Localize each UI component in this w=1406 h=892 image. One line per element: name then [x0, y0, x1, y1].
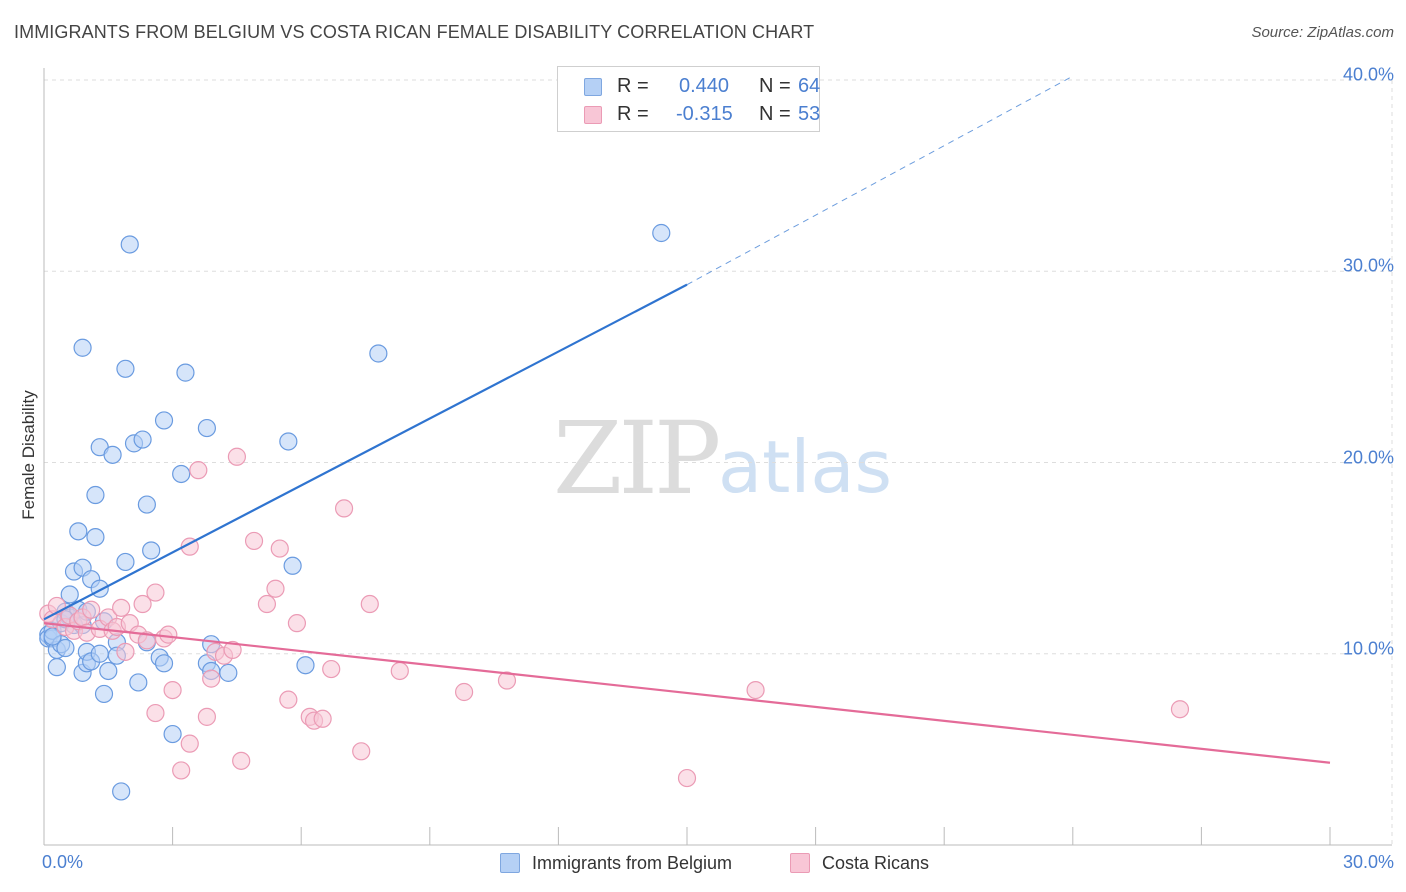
costa-rica-point: [116, 642, 135, 661]
watermark-atlas: atlas: [718, 425, 892, 509]
belgium-point: [103, 445, 122, 464]
y-tick-label: 10.0%: [1342, 638, 1394, 659]
costa-rica-point: [82, 600, 101, 619]
costa-rica-point: [334, 499, 354, 518]
belgium-trend-line: [43, 283, 688, 621]
costa-rica-point: [257, 594, 277, 614]
correlation-legend: R = 0.440 N = 64 R = -0.315 N = 53: [557, 66, 820, 132]
belgium-point: [73, 338, 92, 357]
y-axis-label: Female Disability: [19, 390, 38, 520]
legend-label-costa-rica: Costa Ricans: [822, 853, 930, 873]
belgium-point: [120, 235, 139, 254]
costa-rica-point: [202, 669, 221, 688]
belgium-point: [176, 363, 195, 382]
costa-rica-point: [360, 594, 379, 614]
belgium-point: [56, 638, 75, 658]
costa-rica-point: [197, 707, 216, 726]
costa-rica-point: [497, 671, 517, 690]
costa-rica-point: [390, 661, 409, 681]
legend-swatch-blue: [500, 853, 520, 873]
belgium-point: [99, 661, 118, 681]
costa-rica-point: [112, 598, 131, 617]
legend-swatch-pink: [584, 106, 602, 124]
costa-rica-point: [159, 625, 178, 644]
r-value-belgium: 0.440: [679, 75, 730, 97]
costa-rica-point: [163, 680, 182, 700]
n-label: N =: [759, 75, 791, 97]
costa-rica-point: [322, 659, 341, 679]
belgium-point: [69, 522, 88, 541]
y-tick-label: 40.0%: [1342, 64, 1394, 85]
belgium-point: [197, 418, 216, 438]
costa-rica-point: [172, 761, 191, 780]
belgium-point: [90, 644, 109, 663]
costa-rica-point: [279, 690, 298, 709]
belgium-point: [133, 430, 152, 449]
costa-rica-point: [677, 768, 697, 788]
costa-rica-point: [146, 703, 165, 723]
costa-rica-trend-line: [43, 622, 1331, 764]
r-label: R =: [617, 103, 649, 125]
y-tick-label: 30.0%: [1342, 255, 1394, 276]
belgium-point: [652, 223, 671, 243]
belgium-point: [279, 432, 298, 451]
belgium-point: [86, 485, 105, 505]
belgium-point: [283, 556, 302, 575]
x-tick-label-min: 0.0%: [42, 852, 84, 872]
costa-rica-point: [244, 531, 264, 551]
costa-rica-point: [1170, 700, 1190, 719]
n-value-belgium: 64: [798, 75, 821, 97]
y-tick-label: 20.0%: [1342, 447, 1394, 467]
belgium-point: [296, 656, 315, 675]
costa-rica-point: [223, 640, 242, 660]
belgium-point: [90, 579, 109, 598]
costa-rica-point: [180, 734, 199, 753]
chart-title: IMMIGRANTS FROM BELGIUM VS COSTA RICAN F…: [14, 22, 815, 42]
r-value-costa-rica: -0.315: [676, 103, 733, 125]
belgium-point: [219, 663, 238, 682]
belgium-point: [172, 464, 191, 484]
costa-rica-point: [746, 680, 765, 700]
belgium-point: [86, 527, 105, 547]
belgium-point: [116, 359, 135, 378]
n-value-costa-rica: 53: [798, 103, 821, 125]
costa-rica-point: [266, 579, 285, 598]
belgium-point: [129, 673, 148, 692]
costa-rica-point: [227, 447, 246, 466]
legend-swatch-blue: [584, 78, 602, 96]
r-label: R =: [617, 75, 649, 97]
belgium-point: [154, 654, 174, 673]
belgium-point: [94, 684, 114, 704]
costa-rica-point: [232, 751, 251, 770]
n-label: N =: [759, 103, 791, 125]
belgium-trend-extension: [686, 75, 1074, 286]
belgium-point: [60, 585, 79, 604]
watermark-zip: ZIP: [553, 400, 721, 517]
legend-label-belgium: Immigrants from Belgium: [532, 853, 733, 873]
legend-swatch-pink: [790, 853, 810, 873]
belgium-point: [116, 552, 135, 572]
belgium-point: [47, 658, 66, 677]
belgium-point: [163, 724, 182, 744]
costa-rica-point: [313, 709, 332, 728]
source-credit: Source: ZipAtlas.com: [1251, 24, 1394, 41]
x-tick-label-max: 30.0%: [1342, 852, 1394, 872]
costa-rica-point: [454, 682, 474, 702]
belgium-point: [154, 411, 174, 430]
costa-rica-point: [146, 583, 165, 602]
costa-rica-point: [270, 539, 289, 558]
belgium-point: [112, 782, 131, 801]
belgium-point: [369, 344, 388, 363]
costa-rica-point: [287, 614, 307, 633]
costa-rica-point: [352, 742, 371, 761]
costa-rica-point: [189, 461, 208, 480]
costa-rica-point: [133, 594, 152, 614]
belgium-point: [142, 541, 161, 560]
belgium-point: [137, 495, 156, 514]
